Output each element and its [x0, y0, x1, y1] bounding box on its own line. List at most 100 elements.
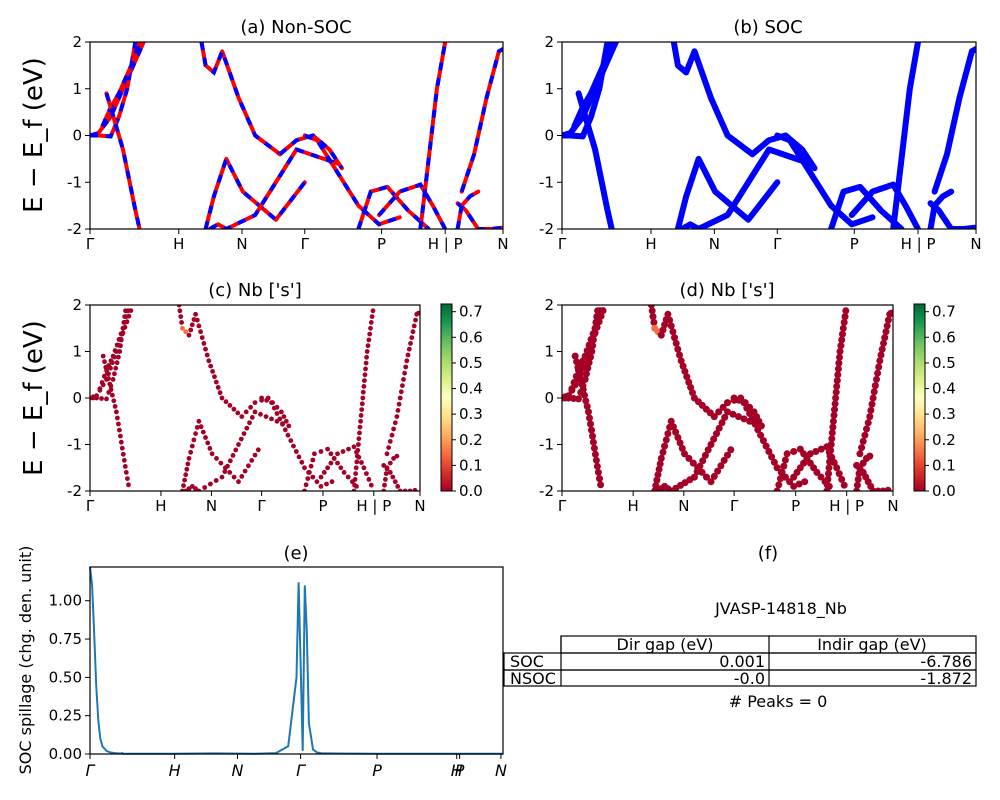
- band-point: [573, 358, 581, 366]
- band-point: [404, 358, 410, 364]
- material-name: JVASP-14818_Nb: [714, 599, 847, 619]
- band-point: [369, 314, 375, 319]
- colorbar-gradient: [913, 303, 926, 492]
- band-point: [828, 435, 836, 443]
- band-point: [748, 415, 756, 423]
- x-tick-label: H | P: [356, 497, 391, 515]
- band-point: [355, 447, 361, 453]
- band-point: [854, 475, 862, 483]
- band-point: [833, 464, 841, 472]
- band-point: [118, 433, 123, 439]
- y-tick-label: 0.00: [49, 745, 82, 763]
- band-point: [667, 322, 675, 330]
- band-point: [587, 353, 594, 361]
- x-tick-label: P: [372, 761, 382, 780]
- band-point: [717, 462, 725, 470]
- band-point: [406, 346, 412, 352]
- band-point: [721, 413, 729, 421]
- band-point: [834, 365, 842, 373]
- band-point: [206, 358, 212, 364]
- band-point: [826, 452, 834, 460]
- band-point: [880, 339, 887, 347]
- band-point: [217, 390, 223, 396]
- band-point: [241, 431, 247, 436]
- band-point: [871, 382, 879, 390]
- band-point: [249, 458, 255, 463]
- band-point: [281, 414, 287, 419]
- band-point: [110, 377, 116, 382]
- band-point: [795, 480, 803, 488]
- band-point: [201, 341, 207, 346]
- y-tick-label: 2: [72, 33, 82, 51]
- band-point: [199, 335, 205, 340]
- band-point: [324, 481, 329, 487]
- band-point: [775, 481, 783, 489]
- band-point: [834, 371, 842, 379]
- band-point: [571, 352, 579, 360]
- colorbar-d: 0.0 0.1 0.2 0.3 0.4 0.5 0.6 0.7: [913, 303, 956, 500]
- band-point: [650, 318, 658, 326]
- band-point: [207, 446, 213, 451]
- x-tick-label: N: [414, 497, 425, 515]
- band-point: [345, 474, 351, 480]
- band-point: [594, 468, 602, 476]
- colorbar-tick-label: 0.1: [932, 456, 956, 474]
- y-tick-label: -1: [539, 436, 554, 454]
- band-point: [125, 308, 131, 314]
- colorbar-tick-label: 0.4: [932, 380, 956, 398]
- band-point: [672, 339, 680, 347]
- band-point: [596, 307, 604, 315]
- band-point: [584, 364, 592, 372]
- band-point: [312, 451, 317, 457]
- band-point: [235, 410, 241, 416]
- band-point: [310, 457, 316, 463]
- band-lines: [562, 42, 976, 229]
- band-point: [589, 438, 597, 446]
- band-point: [202, 485, 208, 490]
- band-point: [679, 362, 687, 370]
- band-point: [111, 398, 117, 404]
- band-point: [363, 360, 369, 366]
- band-point: [123, 314, 129, 319]
- band-line: [927, 188, 955, 229]
- y-tick-label: 1: [72, 343, 82, 361]
- band-point: [826, 458, 834, 466]
- band-point: [233, 447, 239, 453]
- x-tick-label: N: [236, 235, 247, 253]
- panel-f-title: (f): [758, 543, 778, 564]
- band-point: [882, 328, 890, 336]
- band-point: [188, 449, 194, 455]
- band-point: [817, 445, 825, 453]
- band-point: [116, 337, 122, 342]
- band-point: [831, 400, 839, 408]
- band-point: [359, 460, 364, 465]
- band-point: [358, 413, 364, 418]
- band-point: [403, 364, 409, 370]
- band-point: [387, 439, 393, 444]
- band-point: [120, 325, 126, 331]
- band-point: [859, 437, 867, 445]
- band-point: [307, 470, 312, 475]
- band-point: [664, 430, 672, 438]
- band-point: [102, 359, 107, 365]
- panel-a-title: (a) Non-SOC: [240, 17, 351, 38]
- band-point: [858, 444, 866, 452]
- band-point: [710, 413, 718, 421]
- band-point: [243, 409, 249, 415]
- band-point: [648, 307, 656, 315]
- band-point: [591, 324, 599, 332]
- band-point: [354, 459, 360, 465]
- band-point: [592, 456, 600, 464]
- band-point: [833, 377, 841, 385]
- band-point: [119, 445, 125, 451]
- band-point: [362, 372, 368, 378]
- band-point: [391, 426, 396, 432]
- band-point: [720, 456, 728, 464]
- band-point: [707, 478, 715, 486]
- band-point: [383, 471, 389, 476]
- band-point: [231, 406, 237, 412]
- colorbar-tick-label: 0.2: [932, 431, 956, 449]
- band-point: [672, 428, 680, 436]
- band-point: [835, 470, 843, 478]
- band-point: [413, 317, 418, 323]
